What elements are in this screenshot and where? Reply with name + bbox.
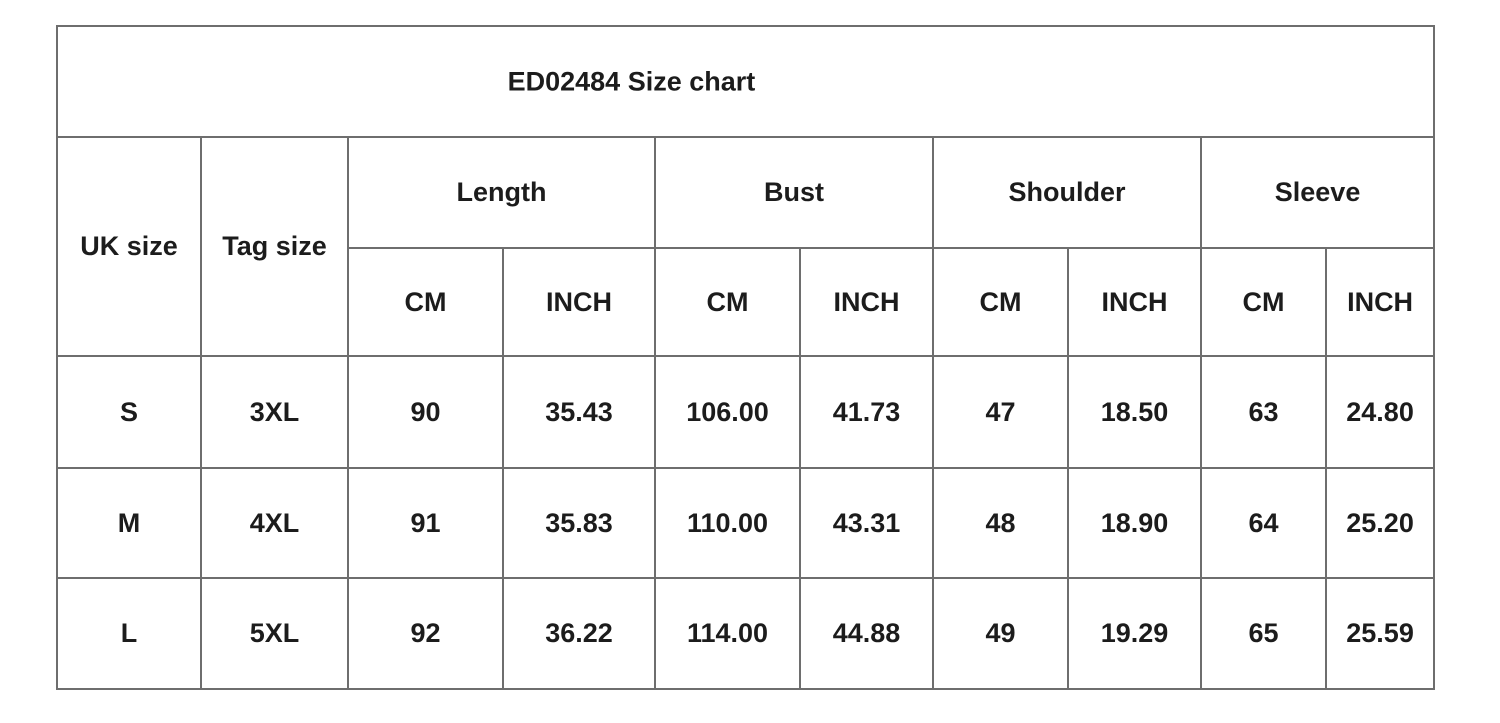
unit-header-bust-cm: CM <box>654 247 801 357</box>
unit-header-sleeve-inch: INCH <box>1324 247 1436 357</box>
cell-length-inch: 35.83 <box>502 467 656 579</box>
cell-uk-size: S <box>56 355 202 469</box>
cell-length-inch: 35.43 <box>502 355 656 469</box>
col-header-tag-size: Tag size <box>200 136 349 357</box>
cell-sleeve-cm: 63 <box>1200 355 1327 469</box>
group-header-bust: Bust <box>654 136 934 249</box>
size-chart-table: ED02484 Size chart UK size Tag size Leng… <box>55 25 1436 690</box>
cell-bust-inch: 43.31 <box>799 467 934 579</box>
cell-tag-size: 4XL <box>200 467 349 579</box>
size-row-s: S 3XL 90 35.43 106.00 41.73 47 18.50 63 … <box>56 355 1436 469</box>
cell-sleeve-cm: 64 <box>1200 467 1327 579</box>
group-header-length: Length <box>347 136 656 249</box>
cell-shoulder-inch: 19.29 <box>1067 577 1202 690</box>
cell-bust-cm: 110.00 <box>654 467 801 579</box>
cell-tag-size: 3XL <box>200 355 349 469</box>
group-header-sleeve: Sleeve <box>1199 136 1436 249</box>
unit-header-sleeve-cm: CM <box>1200 247 1327 357</box>
cell-bust-cm: 106.00 <box>654 355 801 469</box>
size-row-l: L 5XL 92 36.22 114.00 44.88 49 19.29 65 … <box>56 577 1436 690</box>
size-chart-title-cell: ED02484 Size chart <box>55 25 1436 138</box>
unit-header-shoulder-inch: INCH <box>1067 247 1202 357</box>
cell-sleeve-inch: 25.20 <box>1324 467 1436 579</box>
cell-shoulder-inch: 18.50 <box>1067 355 1202 469</box>
cell-length-inch: 36.22 <box>502 577 656 690</box>
cell-length-cm: 92 <box>347 577 504 690</box>
cell-shoulder-cm: 49 <box>932 577 1069 690</box>
unit-header-length-inch: INCH <box>502 247 656 357</box>
cell-sleeve-inch: 25.59 <box>1324 577 1436 690</box>
cell-bust-inch: 44.88 <box>799 577 934 690</box>
cell-bust-inch: 41.73 <box>799 355 934 469</box>
cell-uk-size: M <box>56 467 202 579</box>
unit-header-bust-inch: INCH <box>799 247 934 357</box>
cell-bust-cm: 114.00 <box>654 577 801 690</box>
cell-shoulder-cm: 48 <box>932 467 1069 579</box>
size-row-m: M 4XL 91 35.83 110.00 43.31 48 18.90 64 … <box>56 467 1436 579</box>
cell-length-cm: 90 <box>347 355 504 469</box>
col-header-uk-size: UK size <box>56 136 202 357</box>
cell-uk-size: L <box>56 577 202 690</box>
cell-tag-size: 5XL <box>200 577 349 690</box>
cell-shoulder-inch: 18.90 <box>1067 467 1202 579</box>
cell-shoulder-cm: 47 <box>932 355 1069 469</box>
unit-header-shoulder-cm: CM <box>932 247 1069 357</box>
group-header-shoulder: Shoulder <box>932 136 1202 249</box>
unit-header-length-cm: CM <box>347 247 504 357</box>
size-chart-title: ED02484 Size chart <box>507 66 756 96</box>
cell-sleeve-inch: 24.80 <box>1324 355 1436 469</box>
cell-sleeve-cm: 65 <box>1200 577 1327 690</box>
cell-length-cm: 91 <box>347 467 504 579</box>
